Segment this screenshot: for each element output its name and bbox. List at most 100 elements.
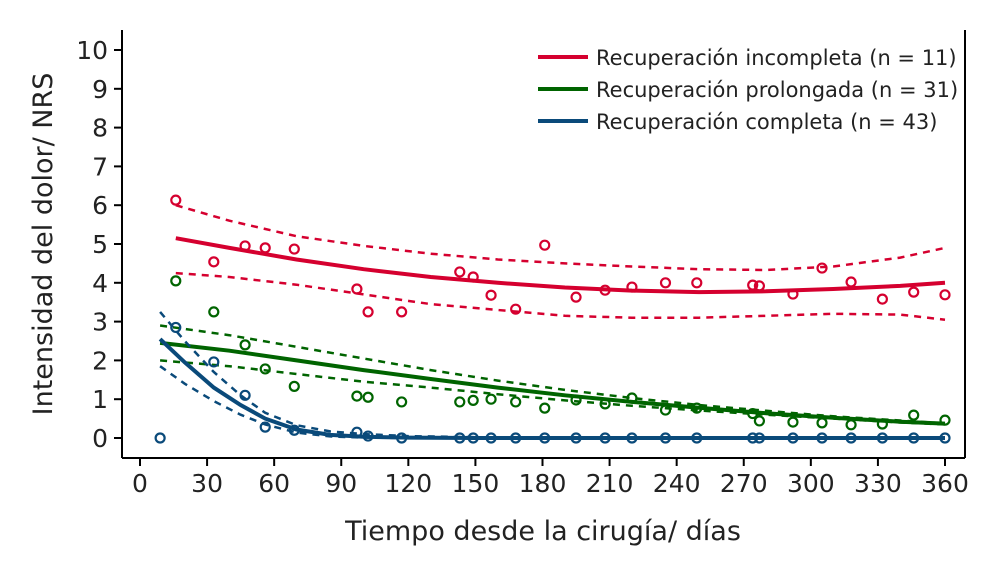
x-tick-label: 210 (586, 469, 634, 498)
data-point (351, 390, 363, 402)
data-point (626, 281, 638, 293)
x-tick-label: 90 (325, 469, 357, 498)
data-point (908, 432, 920, 444)
y-tick-label: 3 (92, 308, 108, 337)
data-point (259, 363, 271, 375)
data-point (396, 306, 408, 318)
data-point (747, 279, 759, 291)
data-point (288, 424, 300, 436)
ci-upper-line (159, 324, 946, 425)
data-point (570, 291, 582, 303)
data-point (239, 389, 251, 401)
x-tick-label: 270 (720, 469, 768, 498)
data-point (539, 402, 551, 414)
data-point (154, 432, 166, 444)
x-tick-label: 150 (452, 469, 500, 498)
data-point (362, 391, 374, 403)
data-point (939, 289, 951, 301)
data-point (845, 276, 857, 288)
data-point (396, 396, 408, 408)
x-tick-label: 300 (787, 469, 835, 498)
data-point (753, 280, 766, 292)
data-point (691, 277, 703, 289)
data-point (691, 402, 703, 414)
data-point (288, 243, 300, 255)
y-tick-label: 2 (92, 346, 108, 375)
data-point (288, 380, 300, 392)
data-point (908, 409, 920, 421)
x-tick-label: 30 (191, 469, 223, 498)
data-point (626, 392, 638, 404)
data-point (208, 306, 220, 318)
data-point (599, 284, 611, 296)
data-point (659, 432, 672, 444)
data-point (753, 432, 766, 444)
data-point (599, 432, 611, 444)
legend-label: Recuperación prolongada (n = 31) (596, 78, 958, 102)
series-1 (159, 275, 951, 431)
data-point (787, 416, 799, 428)
data-point (845, 432, 857, 444)
data-point (510, 396, 522, 408)
x-axis-label: Tiempo desde la cirugía/ días (344, 516, 741, 547)
data-point (259, 242, 271, 254)
data-point (485, 432, 497, 444)
y-tick-label: 4 (92, 269, 108, 298)
data-point (570, 432, 582, 444)
data-point (816, 417, 828, 429)
data-point (485, 393, 497, 405)
data-point (454, 266, 466, 278)
y-tick-label: 0 (92, 424, 108, 453)
data-point (362, 306, 374, 318)
data-point (208, 256, 220, 268)
y-tick-label: 9 (92, 75, 108, 104)
fit-line (159, 340, 946, 426)
data-point (876, 432, 888, 444)
data-point (876, 293, 888, 305)
data-point (239, 339, 251, 351)
data-point (259, 421, 271, 433)
axes: 0 1 2 3 4 5 6 7 8 9 10 0 30 60 90 120 150 180 210 240 270 300… (76, 30, 969, 498)
data-point (599, 398, 611, 410)
data-point (467, 394, 479, 406)
data-point (753, 415, 766, 427)
plot-marks (154, 194, 951, 444)
data-point (510, 303, 522, 315)
data-point (396, 432, 408, 444)
data-point (876, 418, 888, 430)
data-point (816, 262, 828, 274)
data-point (659, 404, 672, 416)
data-point (170, 194, 182, 206)
ci-lower-line (175, 271, 946, 321)
x-tick-label: 360 (921, 469, 969, 498)
data-point (362, 430, 374, 442)
data-point (510, 432, 522, 444)
data-point (208, 356, 220, 368)
data-point (454, 396, 466, 408)
data-point (170, 321, 182, 334)
data-point (485, 289, 497, 301)
data-point (239, 240, 251, 252)
data-point (467, 271, 479, 283)
x-tick-label: 0 (132, 469, 148, 498)
series-2 (154, 311, 951, 444)
data-point (467, 432, 479, 444)
data-point (747, 432, 759, 444)
ci-lower-line (159, 365, 945, 440)
data-point (570, 394, 582, 406)
data-point (908, 286, 920, 298)
data-point (659, 277, 672, 289)
data-point (939, 432, 951, 444)
y-tick-label: 6 (92, 191, 108, 220)
data-point (626, 432, 638, 444)
x-tick-label: 60 (258, 469, 290, 498)
legend-label: Recuperación completa (n = 43) (596, 110, 937, 134)
data-point (939, 414, 951, 426)
ci-upper-line (175, 203, 946, 272)
data-point (691, 432, 703, 444)
data-point (454, 432, 466, 444)
data-point (351, 283, 363, 295)
x-tick-label: 240 (653, 469, 701, 498)
legend: Recuperación incompleta (n = 11) Recupera… (538, 46, 958, 134)
